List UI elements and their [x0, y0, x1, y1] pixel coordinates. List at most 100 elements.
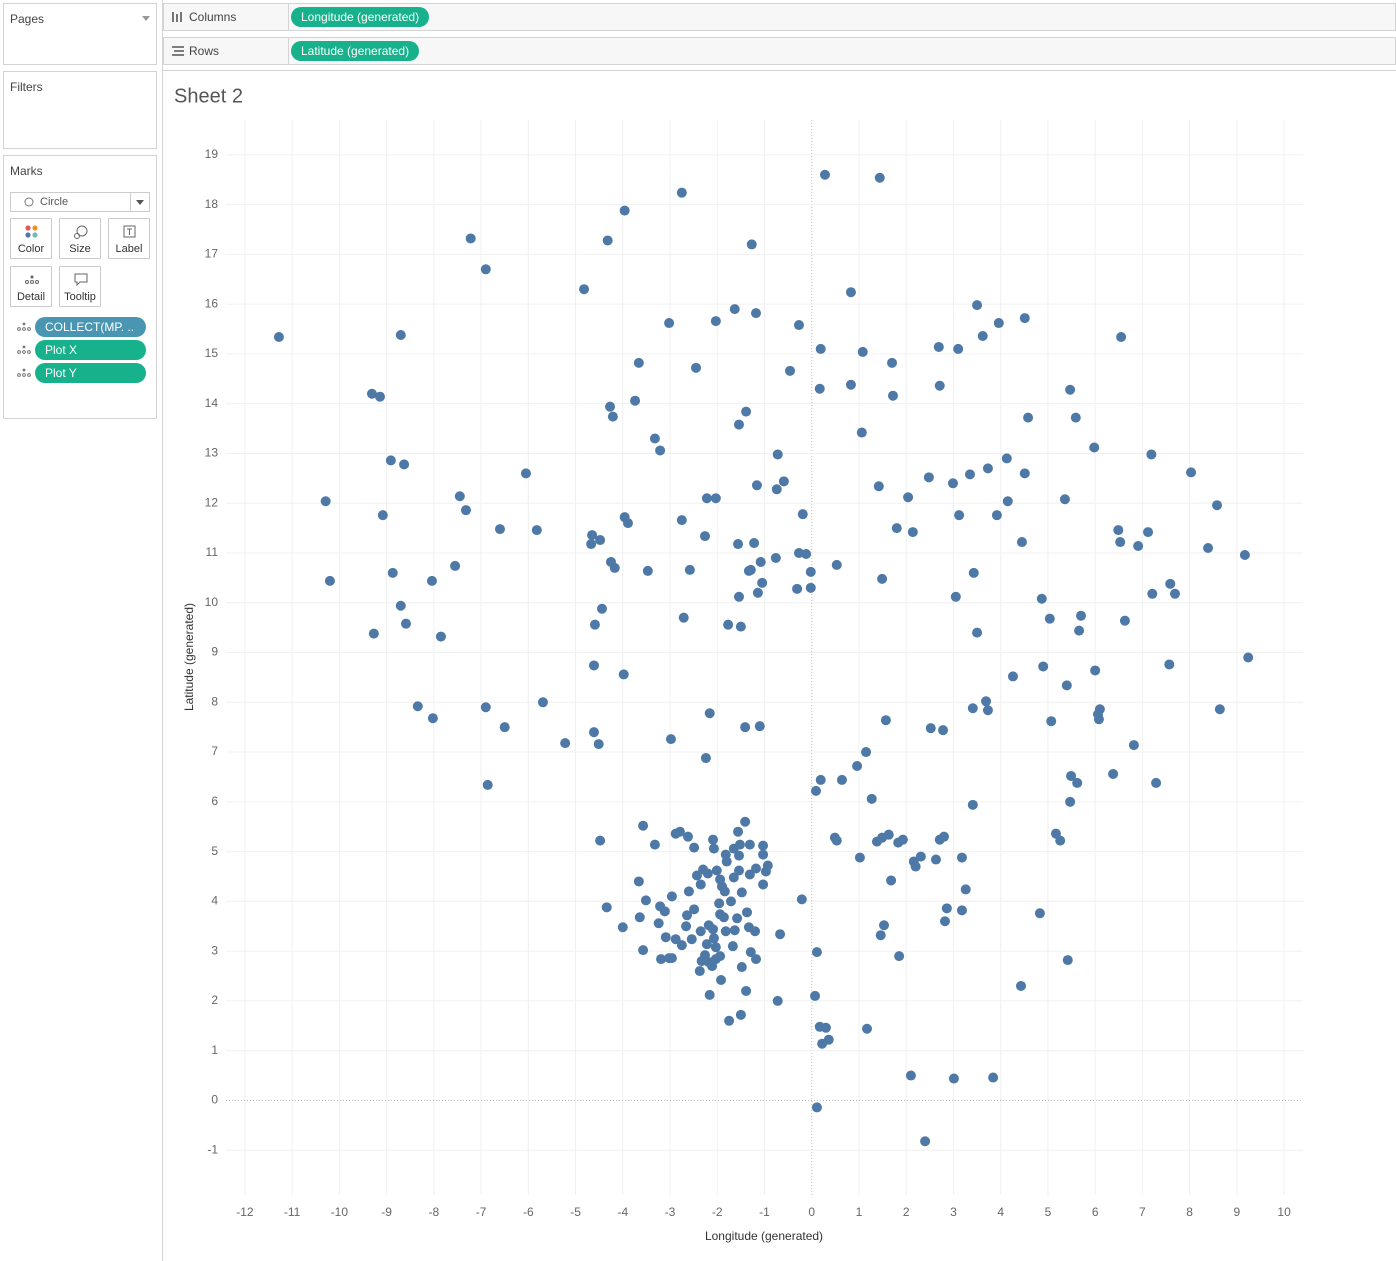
size-button[interactable]: Size [59, 218, 101, 259]
color-button[interactable]: Color [10, 218, 52, 259]
y-tick-label: 3 [211, 943, 218, 957]
columns-icon [172, 12, 182, 22]
point [856, 427, 867, 438]
shelf-pill[interactable]: Longitude (generated) [291, 7, 430, 27]
point [879, 920, 890, 931]
chart-title: Sheet 2 [174, 85, 243, 107]
point [744, 869, 755, 880]
y-tick-label: 18 [205, 197, 219, 211]
point [609, 562, 620, 573]
point [933, 341, 944, 352]
point [1065, 384, 1076, 395]
point [702, 868, 713, 879]
columns-shelf: Columns Longitude (generated) [163, 3, 1396, 31]
divider [163, 70, 1396, 71]
y-tick-label: 8 [211, 694, 218, 708]
point [964, 469, 975, 480]
shelf-pill[interactable]: Latitude (generated) [291, 41, 420, 61]
point [587, 530, 598, 541]
y-tick-label: 1 [211, 1043, 218, 1057]
point [619, 205, 630, 216]
point [1093, 714, 1104, 725]
tooltip-button[interactable]: Tooltip [59, 266, 101, 307]
point [887, 390, 898, 401]
point [719, 886, 730, 897]
point [746, 239, 757, 250]
point [482, 779, 493, 790]
point [941, 903, 952, 914]
point [633, 357, 644, 368]
point [938, 725, 949, 736]
point [811, 947, 822, 958]
button-label: Label [115, 243, 143, 255]
detail-button[interactable]: Detail [10, 266, 52, 307]
point [537, 697, 548, 708]
label-button[interactable]: Label [108, 218, 150, 259]
point [797, 509, 808, 520]
point [595, 535, 606, 546]
point [880, 715, 891, 726]
mark-pill[interactable]: Plot Y [35, 363, 146, 383]
point [607, 411, 618, 422]
point [1023, 412, 1034, 423]
x-tick-label: 3 [950, 1205, 957, 1219]
detail-icon [17, 322, 31, 331]
mark-type-dropdown[interactable]: Circle [10, 192, 150, 212]
x-tick-label: 1 [856, 1205, 863, 1219]
x-tick-label: -5 [570, 1205, 581, 1219]
x-tick-label: 8 [1186, 1205, 1193, 1219]
collapse-icon[interactable] [142, 16, 150, 22]
point [728, 872, 739, 883]
detail-icon [17, 368, 31, 377]
point [792, 583, 803, 594]
pages-card: Pages [3, 3, 157, 65]
y-tick-label: 7 [211, 744, 218, 758]
point [820, 1022, 831, 1033]
point [755, 556, 766, 567]
y-tick-label: 5 [211, 844, 218, 858]
point [801, 548, 812, 559]
point [593, 739, 604, 750]
point [910, 861, 921, 872]
point [956, 905, 967, 916]
point [736, 962, 747, 973]
point [640, 895, 651, 906]
point [586, 539, 597, 550]
point [465, 233, 476, 244]
point [704, 708, 715, 719]
x-tick-label: 2 [903, 1205, 910, 1219]
mark-pill[interactable]: COLLECT(MP. .. [35, 317, 146, 337]
point [939, 916, 950, 927]
point [579, 284, 590, 295]
point [718, 912, 729, 923]
point [595, 835, 606, 846]
point [710, 316, 721, 327]
mark-pill[interactable]: Plot X [35, 340, 146, 360]
point [597, 603, 608, 614]
marks-card: Marks Circle Color Size Label Detail Too… [3, 155, 157, 419]
x-tick-label: -3 [665, 1205, 676, 1219]
point [399, 459, 410, 470]
point [617, 922, 628, 933]
point [1089, 442, 1100, 453]
point [656, 954, 667, 965]
point [710, 954, 721, 965]
divider [162, 0, 163, 1261]
point [907, 527, 918, 538]
point [638, 945, 649, 956]
point [757, 577, 768, 588]
point [324, 575, 335, 586]
point [622, 518, 633, 529]
x-tick-label: 7 [1139, 1205, 1146, 1219]
point [972, 627, 983, 638]
point [735, 621, 746, 632]
point [1016, 537, 1027, 548]
point [427, 713, 438, 724]
point [711, 865, 722, 876]
point [972, 300, 983, 311]
point [727, 941, 738, 952]
point [758, 840, 769, 851]
point [993, 318, 1004, 329]
point [670, 934, 681, 945]
